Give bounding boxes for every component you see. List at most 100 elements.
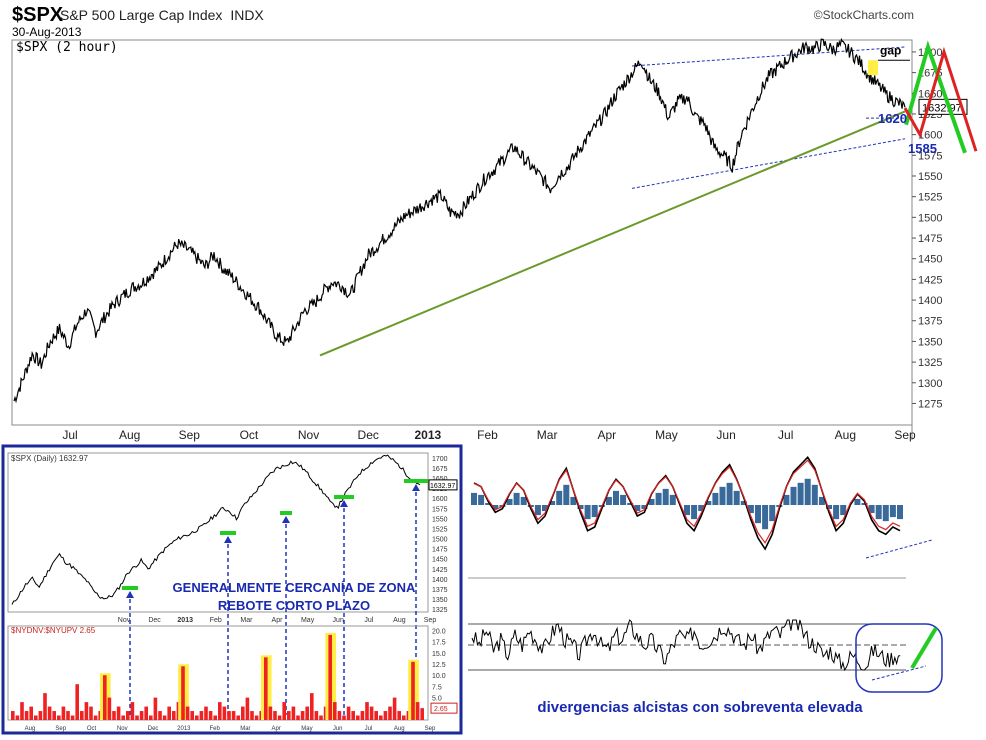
osc-histogram-bar: [818, 496, 825, 505]
inset-volume-bar: [103, 675, 107, 720]
inset-volume-bar: [342, 715, 346, 720]
inset-volume-bar: [402, 715, 406, 720]
inset-volume-bar: [245, 697, 250, 720]
inset-y-tick-label: 1675: [432, 466, 448, 473]
osc-histogram-bar: [684, 505, 690, 516]
y-tick-label: 1325: [918, 357, 942, 369]
y-tick-label: 1275: [918, 398, 942, 410]
index-name: S&P 500 Large Cap Index: [60, 7, 223, 23]
inset-volume-bar: [296, 715, 300, 720]
inset-volume-bar: [351, 711, 355, 720]
osc-histogram-bar: [804, 478, 811, 505]
x-tick-label: Dec: [358, 428, 379, 442]
inset-price-legend: $SPX (Daily) 1632.97: [11, 454, 88, 463]
inset-volume-bar: [300, 711, 305, 720]
inset-volume-bar: [139, 711, 144, 720]
inset-volume-bar: [43, 693, 47, 720]
osc-histogram-bar: [698, 505, 705, 512]
inset-volume-bar: [314, 711, 319, 720]
osc-histogram-bar: [868, 505, 875, 514]
inset-x-tick-label: 2013: [177, 617, 193, 624]
inset-volume-bar: [277, 715, 282, 720]
inset-volume-x-label: May: [301, 726, 312, 732]
inset-y-tick-label: 1700: [432, 456, 448, 463]
inset-volume-bar: [185, 706, 190, 720]
inset-volume-y-tick: 5.0: [432, 696, 442, 703]
inset-volume-bar: [70, 715, 75, 720]
inset-volume-bar: [254, 715, 259, 720]
inset-volume-x-label: Sep: [55, 726, 66, 732]
inset-volume-bar: [199, 711, 204, 720]
inset-volume-bar: [218, 702, 222, 720]
osc-histogram-bar: [705, 500, 712, 505]
osc-histogram-bar: [506, 498, 513, 505]
inset-volume-last-box: [430, 702, 458, 714]
osc-histogram-bar: [513, 492, 520, 505]
y-tick-label: 1550: [918, 171, 942, 183]
inset-volume-bar: [369, 706, 374, 720]
osc-histogram-bar: [634, 505, 641, 512]
osc-histogram-bar: [563, 484, 570, 505]
osc-histogram-bar: [605, 496, 612, 505]
inset-volume-bar: [149, 715, 153, 720]
inset-volume-x-label: Apr: [271, 726, 280, 732]
osc-histogram-bar: [861, 502, 868, 505]
inset-x-tick-label: Aug: [393, 617, 406, 624]
osc-histogram-bar: [882, 505, 889, 522]
inset-volume-bar: [397, 711, 401, 720]
inset-volume-bar: [153, 697, 158, 720]
inset-arrow-head: [282, 516, 290, 523]
inset-y-tick-label: 1450: [432, 557, 448, 564]
inset-volume-bar: [388, 706, 392, 720]
inset-x-tick-label: Mar: [240, 617, 253, 624]
osc-histogram-bar: [485, 502, 492, 505]
inset-volume-bar: [310, 693, 314, 720]
inset-volume-bar: [273, 711, 277, 720]
inset-volume-bar: [208, 711, 213, 720]
inset-volume-bar: [144, 706, 148, 720]
y-tick-label: 1300: [918, 378, 942, 390]
divergence-note: divergencias alcistas con sobreventa ele…: [537, 699, 863, 716]
inset-volume-x-label: Sep: [425, 726, 436, 732]
inset-volume-bar: [89, 706, 93, 720]
inset-volume-bar: [420, 708, 424, 720]
inset-volume-bar: [328, 634, 332, 720]
osc-histogram-bar: [833, 505, 840, 520]
last-value-box: [918, 98, 968, 115]
x-tick-label: Sep: [179, 428, 201, 442]
exchange-name: INDX: [230, 7, 264, 23]
inset-volume-bar: [47, 706, 52, 720]
osc-histogram-bar: [662, 488, 669, 505]
inset-volume-bar: [222, 706, 227, 720]
osc-histogram-bar: [691, 505, 698, 520]
x-tick-label: Aug: [119, 428, 140, 442]
osc-histogram-bar: [747, 505, 754, 514]
inset-volume-bar: [392, 697, 397, 720]
inset-volume-bar: [319, 715, 323, 720]
inset-y-tick-label: 1550: [432, 516, 448, 523]
osc-histogram-bar: [534, 505, 541, 516]
projection-red-path: [903, 46, 978, 152]
osc-histogram-bar: [719, 486, 726, 505]
inset-x-tick-label: Jun: [333, 617, 344, 624]
inset-y-tick-label: 1400: [432, 577, 448, 584]
inset-volume-bar: [135, 715, 139, 720]
channel-upper-line: [631, 46, 906, 67]
inset-volume-bar: [227, 711, 231, 720]
inset-volume-bar: [116, 706, 121, 720]
osc-histogram-bar: [627, 502, 634, 505]
inset-y-tick-label: 1325: [432, 607, 448, 614]
inset-x-tick-label: Feb: [210, 617, 222, 624]
osc-histogram-bar: [755, 505, 761, 524]
inset-volume-bar: [112, 711, 116, 720]
inset-price-line: [11, 454, 421, 605]
x-tick-label: Jun: [716, 428, 735, 442]
osc-histogram-bar: [648, 498, 655, 505]
inset-volume-bar: [346, 706, 351, 720]
x-tick-label: Jul: [62, 428, 77, 442]
breadth-green-arrow: [910, 626, 938, 670]
inset-volume-bar: [107, 697, 112, 720]
inset-volume-bar: [250, 711, 254, 720]
